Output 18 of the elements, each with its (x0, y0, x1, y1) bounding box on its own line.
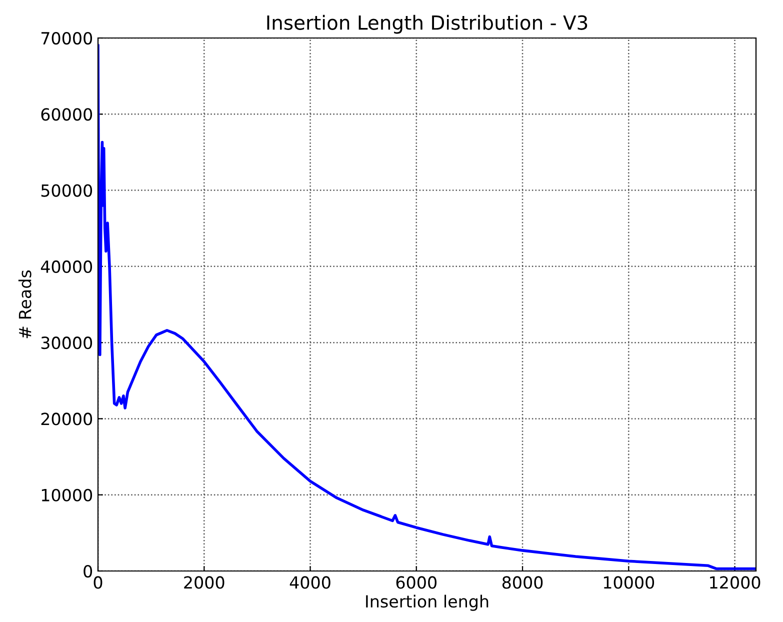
x-tick-label: 8000 (502, 576, 543, 589)
y-tick-label: 50000 (41, 184, 92, 197)
x-axis-title: Insertion lengh (366, 594, 488, 611)
y-axis-title: # Reads (18, 270, 32, 338)
x-tick-label: 4000 (290, 576, 330, 589)
y-tick-label: 60000 (41, 108, 92, 121)
x-tick-label: 6000 (396, 576, 436, 589)
x-tick-label: 2000 (184, 576, 224, 589)
y-tick-label: 0 (84, 564, 92, 578)
x-tick-label: 10000 (604, 576, 654, 589)
y-tick-label: 10000 (42, 488, 92, 502)
x-tick-label: 12000 (710, 576, 760, 589)
y-tick-label: 70000 (41, 32, 92, 45)
y-tick-label: 30000 (41, 336, 92, 350)
x-tick-label: 0 (94, 576, 102, 589)
y-tick-label: 40000 (40, 260, 92, 273)
y-tick-label: 20000 (41, 412, 92, 426)
chart-title: Insertion Length Distribution - V3 (267, 14, 588, 34)
